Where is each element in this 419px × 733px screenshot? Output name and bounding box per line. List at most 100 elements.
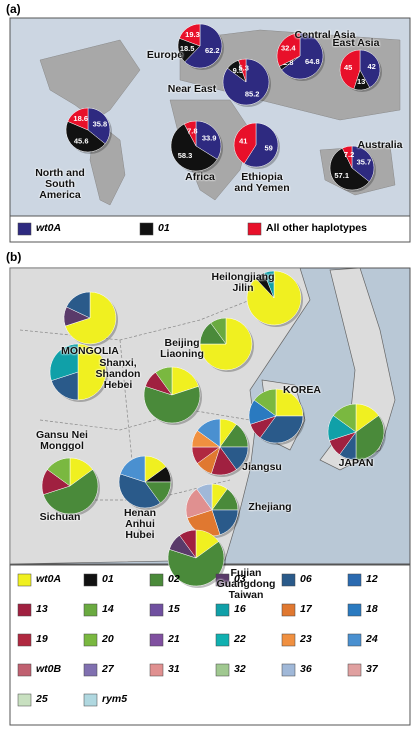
legend-swatch (83, 693, 98, 707)
pie-slice (253, 388, 277, 417)
legend-label: wt0A (36, 573, 62, 585)
legend-label: 31 (168, 663, 180, 675)
legend-swatch (83, 663, 98, 677)
legend-swatch (347, 633, 362, 647)
region-label: Africa (185, 171, 215, 183)
pie-slice (276, 32, 301, 67)
pie-slice (118, 473, 161, 509)
legend-label: 14 (102, 603, 114, 615)
region-label: Ethiopia and Yemen (234, 171, 290, 194)
legend-label: wt0B (36, 663, 62, 675)
legend-swatch (347, 663, 362, 677)
pie-slice (263, 270, 275, 299)
value-label: 42 (367, 62, 375, 71)
legend-label: 17 (300, 603, 312, 615)
legend-label: 03 (234, 573, 246, 585)
legend-swatch (215, 633, 230, 647)
region-label: Australia (357, 139, 403, 151)
pie-slice (179, 529, 197, 559)
legend-label: 06 (300, 573, 312, 585)
legend-swatch (83, 573, 98, 587)
region-label: Central Asia (294, 29, 356, 41)
pie-slice (43, 469, 99, 515)
legend-swatch (17, 693, 32, 707)
legend-label: 12 (366, 573, 378, 585)
value-label: 13 (357, 77, 365, 86)
pie-slice (281, 32, 324, 80)
value-label: 9.5 (233, 66, 243, 75)
pie-slice (243, 122, 279, 168)
pie-slice (77, 343, 107, 401)
legend-swatch (83, 633, 98, 647)
legend-swatch (347, 573, 362, 587)
region-label: Zhejiang (248, 501, 292, 513)
legend-label: 19 (36, 633, 48, 645)
pie-slice (143, 386, 201, 424)
value-label: 59 (265, 144, 273, 153)
value-label: 5.3 (238, 63, 248, 72)
pie-slice (339, 49, 361, 90)
pie-slice (210, 317, 227, 345)
legend-label: 01 (102, 573, 114, 585)
pie-slice (329, 147, 370, 191)
value-label: 41 (239, 136, 247, 145)
legend-swatch (139, 222, 154, 236)
pie-slice (196, 418, 221, 448)
pie-slice (196, 483, 213, 511)
pie-slice (184, 23, 223, 69)
legend-label: 32 (234, 663, 246, 675)
pie-slice (238, 58, 247, 83)
legend-label: All other haplotypes (266, 222, 367, 234)
region-label: Heilongjiang Jilin (211, 271, 275, 294)
panel-label: (a) (6, 2, 21, 16)
legend-swatch (281, 603, 296, 617)
legend-swatch (17, 222, 32, 236)
legend-swatch (215, 603, 230, 617)
value-label: 58.3 (178, 151, 193, 160)
legend-swatch (149, 603, 164, 617)
region-label: JAPAN (338, 457, 374, 469)
value-label: 18.6 (73, 114, 88, 123)
region-label: Shanxi, Shandon Hebei (95, 357, 141, 391)
legend-label: 02 (168, 573, 180, 585)
pie-slice (64, 291, 117, 345)
legend-swatch (281, 573, 296, 587)
pie-slice (233, 122, 257, 164)
region-label: Gansu Nei Monggol (36, 429, 88, 452)
legend-label: 27 (102, 663, 114, 675)
legend-a (9, 215, 411, 243)
pie-slice (259, 415, 304, 444)
value-label: 64.8 (305, 57, 320, 66)
legend-swatch (17, 603, 32, 617)
legend-swatch (17, 573, 32, 587)
pie-slice (332, 403, 357, 433)
pie-slice (179, 23, 201, 47)
region-label: Jiangsu (242, 461, 282, 473)
legend-label: wt0A (36, 222, 62, 234)
legend-swatch (149, 663, 164, 677)
pie-slice (359, 49, 381, 88)
legend-swatch (149, 573, 164, 587)
value-label: 62.2 (205, 46, 220, 55)
legend-label: rym5 (102, 693, 128, 705)
legend-swatch (83, 603, 98, 617)
pie-slice (342, 145, 353, 169)
region-label: Beijing Liaoning (160, 337, 204, 360)
value-label: 85.2 (245, 89, 260, 98)
pie-slice (351, 145, 375, 183)
legend-swatch (17, 663, 32, 677)
pie-slice (155, 366, 173, 396)
legend-label: 21 (168, 633, 180, 645)
legend-swatch (281, 633, 296, 647)
region-label: Fujian Guangdong Taiwan (216, 567, 276, 601)
value-label: 2.8 (283, 58, 293, 67)
value-label: 7.8 (187, 126, 197, 135)
legend-label: 13 (36, 603, 48, 615)
legend-label: 20 (102, 633, 114, 645)
value-label: 7.2 (344, 150, 354, 159)
pie-slice (275, 388, 304, 417)
region-label: KOREA (283, 384, 321, 396)
legend-swatch (215, 663, 230, 677)
